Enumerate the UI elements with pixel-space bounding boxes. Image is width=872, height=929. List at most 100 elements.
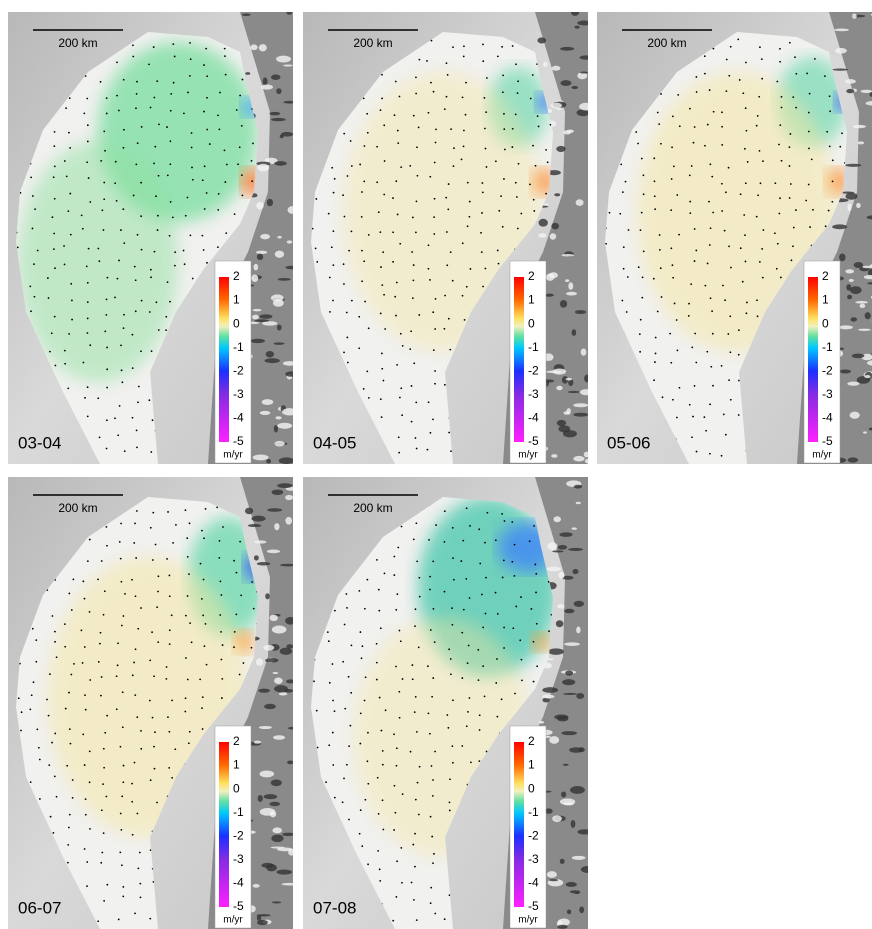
sample-point [343,283,345,285]
sample-point [501,46,503,48]
sample-point [385,709,387,711]
sample-point [86,885,88,887]
sample-point [498,263,500,265]
sample-point [434,370,436,372]
sample-point [51,742,53,744]
sample-point [101,560,103,562]
sample-point [87,415,89,417]
sample-point [135,310,137,312]
sample-point [449,778,451,780]
colorbar-tick-label: -3 [822,387,833,401]
ridge [269,615,277,621]
ridge [565,279,569,282]
sample-point [97,578,99,580]
sample-point [728,75,730,77]
sample-point [485,148,487,150]
sample-point [426,60,428,62]
sample-point [203,111,205,113]
sample-point [199,678,201,680]
sample-point [670,247,672,249]
sample-point [376,662,378,664]
colorbar-tick-label: 2 [233,734,240,748]
sample-point [641,158,643,160]
sample-point [831,201,833,203]
sample-point [452,762,454,764]
ridge [567,130,574,133]
sample-point [30,176,32,178]
sample-point [89,751,91,753]
ridge [271,835,283,843]
sample-point [120,558,122,560]
sample-point [157,575,159,577]
sample-point [670,362,672,364]
colorbar-tick-label: -5 [233,899,244,913]
sample-point [502,74,504,76]
sample-point [351,644,353,646]
sample-point [224,55,226,57]
sample-point [470,268,472,270]
sample-point [103,198,105,200]
ridge [559,532,572,536]
sample-point [154,251,156,253]
sample-point [132,367,134,369]
sample-point [761,58,763,60]
sample-point [659,234,661,236]
sample-point [80,630,82,632]
colorbar-tick-label: -3 [528,852,539,866]
ridge [254,264,259,271]
sample-point [379,868,381,870]
sample-point [166,558,168,560]
sample-point [63,245,65,247]
sample-point [501,513,503,515]
sample-point [32,195,34,197]
sample-point [533,681,535,683]
ridge [573,413,588,417]
ridge [858,329,871,331]
sample-point [64,363,66,365]
sample-point [694,333,696,335]
sample-point [382,799,384,801]
sample-point [84,646,86,648]
sample-point [415,232,417,234]
sample-point [399,630,401,632]
sample-point [427,712,429,714]
sample-point [53,145,55,147]
sample-point [192,179,194,181]
sample-point [150,276,152,278]
sample-point [529,184,531,186]
ridge [845,164,861,167]
sample-point [496,716,498,718]
colorbar-tick-label: -1 [528,805,539,819]
ridge [254,741,261,744]
sample-point [482,286,484,288]
sample-point [430,82,432,84]
sample-point [157,641,159,643]
sample-point [192,278,194,280]
sample-point [327,631,329,633]
sample-point [132,834,134,836]
ridge [576,693,584,699]
sample-point [121,369,123,371]
sample-point [691,346,693,348]
sample-point [377,850,379,852]
sample-point [659,249,661,251]
sample-point [479,714,481,716]
sample-point [240,594,242,596]
sample-point [189,522,191,524]
ridge [245,508,253,515]
sample-point [54,166,56,168]
sample-point [220,631,222,633]
sample-point [708,201,710,203]
sample-point [360,712,362,714]
sample-point [119,851,121,853]
sample-point [68,827,70,829]
ridge [267,508,282,512]
ridge [839,325,853,329]
ridge [267,199,273,206]
sample-point [530,98,532,100]
sample-point [106,298,108,300]
sample-point [379,697,381,699]
sample-point [225,74,227,76]
sample-point [122,208,124,210]
sample-point [187,679,189,681]
